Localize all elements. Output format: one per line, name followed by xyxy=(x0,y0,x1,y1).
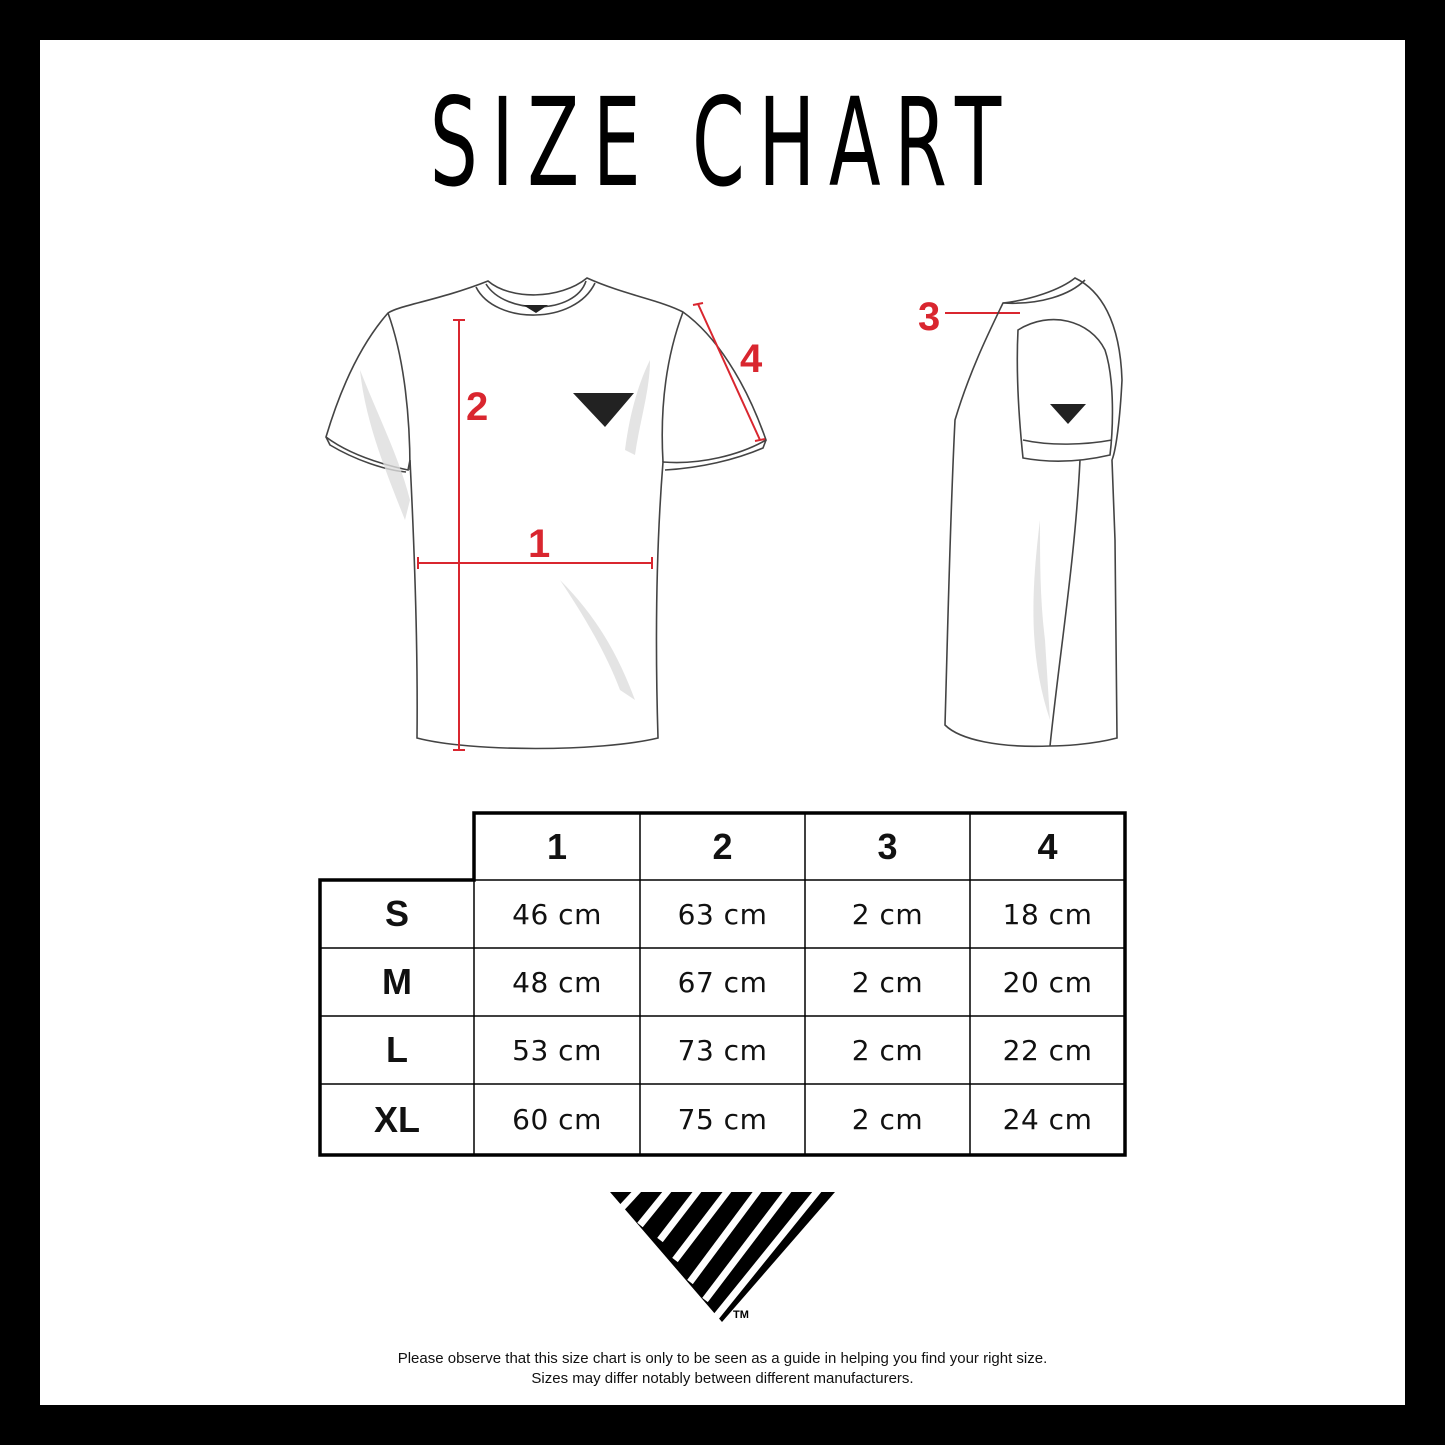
side-tshirt-outline xyxy=(944,277,1123,748)
trademark-mark: TM xyxy=(733,1309,749,1321)
column-header-3: 3 xyxy=(877,825,898,867)
label-1: 1 xyxy=(528,522,550,566)
row-size-label: L xyxy=(386,1029,408,1070)
table-cell: 24 cm xyxy=(1002,1103,1093,1136)
measurement-lines xyxy=(417,302,1020,751)
table-cell: 63 cm xyxy=(677,897,768,931)
table-cell: 18 cm xyxy=(1002,897,1093,931)
column-header-4: 4 xyxy=(1037,825,1058,867)
footer-disclaimer-line1: Please observe that this size chart is o… xyxy=(397,1350,1048,1367)
measurement-labels: 2 1 4 3 xyxy=(466,295,940,566)
table-cell: 2 cm xyxy=(851,1033,924,1067)
table-cell: 2 cm xyxy=(851,1103,924,1136)
row-size-label: XL xyxy=(373,1098,420,1140)
table-cell: 67 cm xyxy=(677,965,768,999)
row-size-label: M xyxy=(382,961,412,1002)
table-cell: 46 cm xyxy=(512,897,602,931)
table-cell: 2 cm xyxy=(851,965,924,999)
table-cell: 22 cm xyxy=(1002,1033,1093,1067)
front-tshirt-shading xyxy=(360,360,650,700)
size-table: 1 2 3 4 S 46 cm 63 cm 2 cm 18 cm M 48 cm 67 cm 2… xyxy=(318,811,1127,1157)
column-header-2: 2 xyxy=(712,825,733,867)
sleeve-logo-icon xyxy=(1050,404,1086,424)
front-chest-logo-icon xyxy=(523,305,634,427)
page-background xyxy=(40,40,1405,1405)
table-cell: 48 cm xyxy=(512,965,602,999)
row-size-label: S xyxy=(384,893,409,934)
front-tshirt-outline xyxy=(325,277,767,750)
side-tshirt-shading xyxy=(1033,520,1050,720)
label-2: 2 xyxy=(466,385,488,429)
vestia-logo xyxy=(610,1185,848,1333)
table-grid xyxy=(318,811,1127,1157)
table-cell: 2 cm xyxy=(851,897,924,931)
label-4: 4 xyxy=(740,337,763,381)
footer-disclaimer-line2: Sizes may differ notably between differe… xyxy=(531,1370,914,1387)
table-cell: 75 cm xyxy=(677,1103,768,1136)
table-cell: 53 cm xyxy=(512,1033,602,1067)
page-title: SIZE CHART xyxy=(429,72,1015,214)
measure-line-4 xyxy=(697,303,761,441)
table-cell: 20 cm xyxy=(1002,965,1093,999)
table-cell: 73 cm xyxy=(677,1033,768,1067)
column-header-1: 1 xyxy=(546,825,568,867)
table-cell: 60 cm xyxy=(512,1103,602,1136)
label-3: 3 xyxy=(918,295,940,339)
